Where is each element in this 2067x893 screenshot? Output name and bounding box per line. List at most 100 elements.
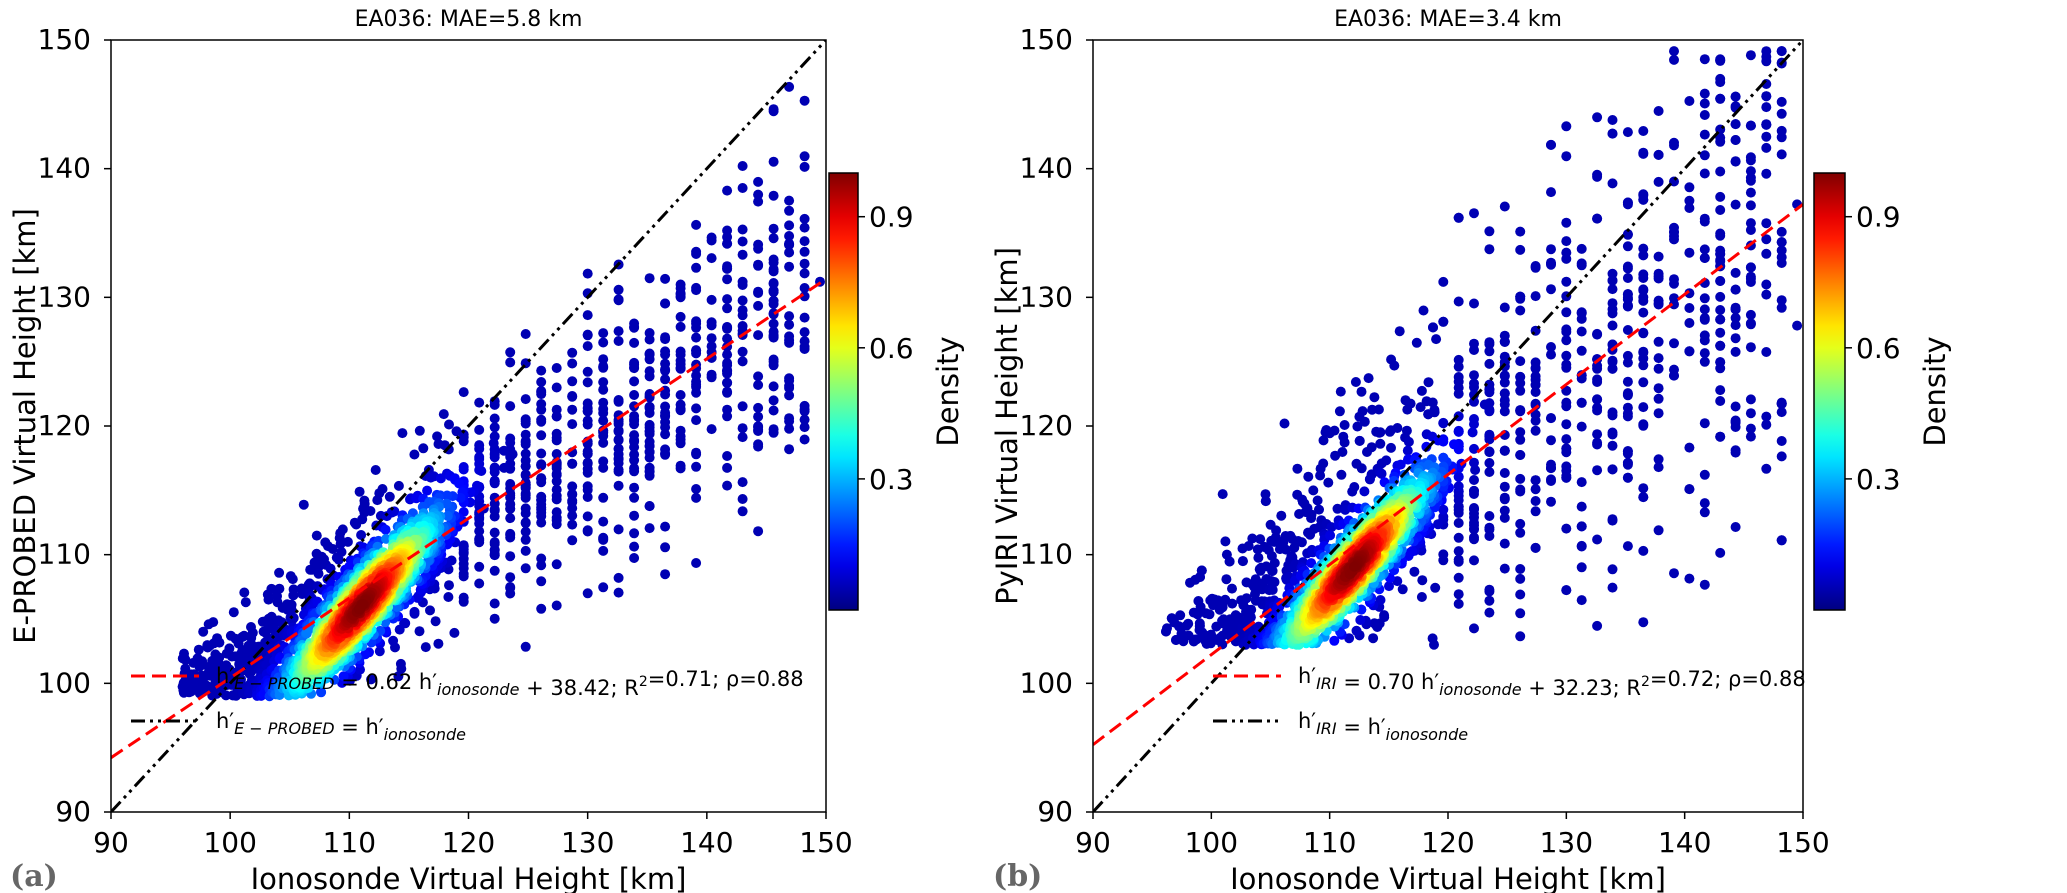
scatter-point	[1561, 350, 1572, 361]
scatter-point	[1715, 77, 1726, 88]
scatter-point	[1217, 489, 1228, 500]
scatter-point	[1715, 245, 1726, 256]
scatter-point	[660, 521, 671, 532]
scatter-point	[737, 506, 748, 517]
scatter-point	[1271, 525, 1282, 536]
scatter-point	[1405, 547, 1416, 558]
scatter-point	[443, 592, 454, 602]
scatter-point	[1515, 378, 1526, 389]
scatter-point	[246, 666, 257, 677]
scatter-point	[1335, 386, 1346, 397]
scatter-point	[1592, 328, 1603, 339]
scatter-point	[1669, 338, 1679, 349]
scatter-point	[753, 411, 764, 422]
scatter-point	[520, 534, 531, 545]
scatter-point	[1453, 471, 1464, 482]
colorbar-tick-label: 0.3	[1856, 463, 1901, 496]
scatter-point	[1715, 314, 1726, 325]
scatter-point	[435, 473, 446, 484]
scatter-point	[1453, 589, 1464, 600]
scatter-point	[1607, 582, 1618, 593]
scatter-point	[1386, 442, 1396, 453]
scatter-point	[1515, 293, 1526, 304]
scatter-point	[737, 494, 748, 504]
scatter-point	[1428, 322, 1438, 333]
scatter-point	[706, 424, 717, 435]
scatter-point	[629, 528, 640, 539]
scatter-point	[1306, 558, 1317, 569]
scatter-point	[1592, 213, 1603, 224]
scatter-point	[567, 404, 578, 415]
scatter-point	[441, 498, 452, 509]
y-tick-label: 110	[38, 538, 91, 571]
scatter-point	[768, 318, 779, 329]
scatter-point	[799, 434, 810, 445]
scatter-point	[660, 273, 671, 284]
scatter-point	[784, 423, 795, 434]
scatter-point	[536, 404, 547, 415]
legend-text-part: = 0.70 h′	[1337, 670, 1440, 694]
colorbar	[1813, 172, 1846, 611]
scatter-point	[1296, 537, 1307, 548]
scatter-point	[1530, 371, 1541, 382]
scatter-point	[414, 425, 425, 436]
scatter-point	[1653, 525, 1664, 536]
scatter-point	[660, 374, 671, 385]
scatter-point	[567, 510, 578, 521]
scatter-point	[1638, 402, 1649, 413]
y-tick-label: 120	[1020, 409, 1073, 442]
scatter-point	[1183, 618, 1194, 629]
scatter-point	[1484, 607, 1495, 618]
scatter-point	[1469, 419, 1479, 430]
scatter-point	[374, 646, 385, 657]
scatter-point	[1684, 573, 1695, 584]
scatter-point	[489, 527, 500, 538]
scatter-point	[567, 376, 578, 387]
scatter-point	[1397, 584, 1408, 595]
scatter-point	[799, 400, 810, 411]
scatter-point	[598, 516, 609, 527]
colorbar-tick-label: 0.9	[1856, 201, 1901, 234]
scatter-point	[1469, 532, 1479, 543]
scatter-point	[1684, 195, 1695, 206]
scatter-point	[474, 578, 485, 589]
scatter-point	[737, 224, 748, 235]
scatter-point	[582, 398, 593, 409]
panel-label: (b)	[993, 859, 1042, 893]
scatter-point	[799, 414, 810, 425]
scatter-point	[1638, 377, 1649, 388]
scatter-point	[1515, 518, 1526, 529]
scatter-point	[474, 526, 485, 537]
scatter-point	[691, 332, 702, 343]
x-tick-label: 90	[93, 826, 129, 859]
scatter-point	[1418, 305, 1429, 316]
scatter-point	[536, 389, 547, 400]
scatter-point	[536, 448, 547, 459]
scatter-point	[1369, 392, 1380, 403]
scatter-point	[1607, 355, 1618, 366]
scatter-point	[1638, 617, 1649, 628]
scatter-point	[288, 590, 299, 601]
scatter-point	[489, 413, 500, 424]
scatter-point	[287, 574, 298, 585]
scatter-point	[1730, 267, 1741, 278]
scatter-point	[1684, 484, 1695, 495]
scatter-point	[582, 415, 593, 426]
scatter-point	[1622, 457, 1633, 468]
scatter-point	[1607, 284, 1618, 295]
scatter-point	[458, 592, 469, 603]
scatter-point	[799, 95, 810, 106]
scatter-point	[1699, 469, 1710, 480]
scatter-point	[691, 403, 702, 414]
scatter-point	[644, 501, 655, 511]
scatter-point	[1745, 431, 1756, 442]
scatter-point	[1699, 129, 1710, 140]
scatter-point	[1352, 421, 1363, 432]
scatter-point	[1515, 573, 1526, 584]
legend-text-part: h′	[1298, 709, 1316, 733]
scatter-point	[444, 419, 454, 430]
scatter-point	[768, 106, 779, 117]
scatter-point	[691, 345, 702, 356]
scatter-point	[675, 460, 686, 471]
